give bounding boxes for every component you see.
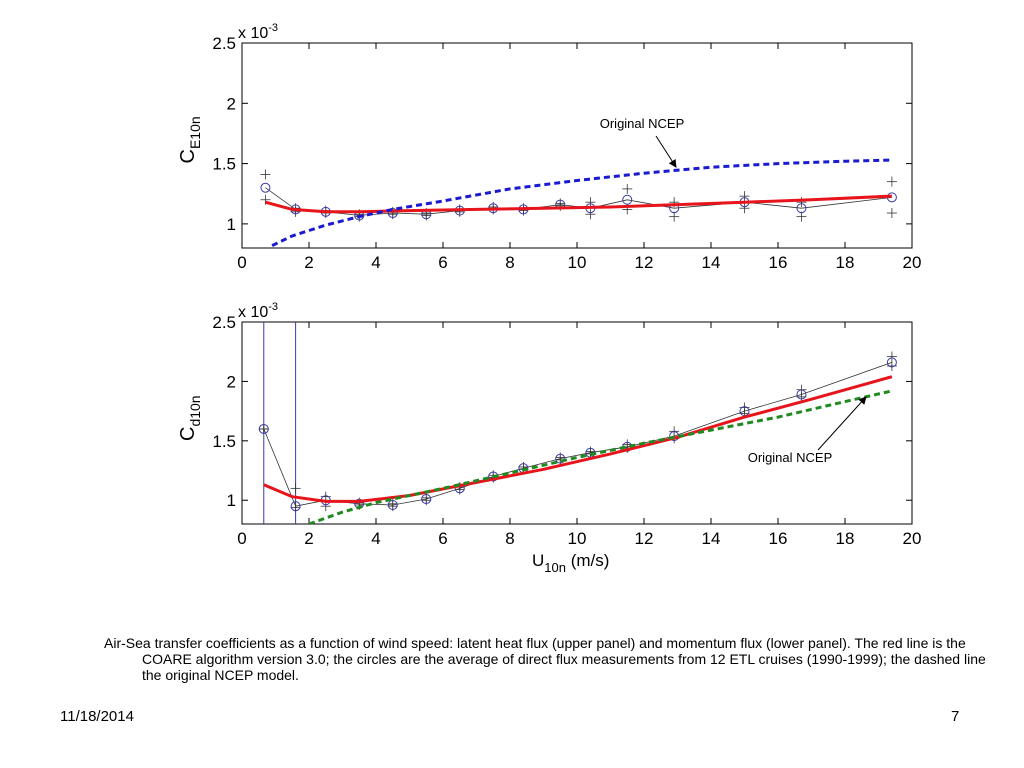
upper-x-tick-label: 0	[237, 253, 246, 272]
lower-measurement-circle	[796, 389, 807, 400]
upper-annotation-label: Original NCEP	[600, 116, 685, 131]
lower-measurement-circle	[886, 357, 897, 368]
lower-x-tick-label: 0	[237, 529, 246, 548]
lower-measurement-circle	[290, 501, 301, 512]
lower-y-tick-label: 1	[227, 491, 236, 510]
lower-x-tick-label: 20	[903, 529, 922, 548]
upper-measurement-circle	[387, 208, 398, 219]
lower-measurement-circle	[387, 499, 398, 510]
upper-plot-area	[260, 158, 897, 247]
lower-x-tick-label: 16	[769, 529, 788, 548]
lower-x-tick-label: 8	[505, 529, 514, 548]
lower-plot-area	[258, 322, 897, 524]
lower-panel: 0 2 4 6 8 10 12 14 16 18 20 1 1.5 2 2.5x 10-3 Cd10n U10n…	[177, 301, 921, 575]
lower-y-tick-label: 1.5	[212, 432, 236, 451]
lower-scale-factor: x 10-3	[238, 301, 278, 321]
upper-y-tick-label: 2.5	[212, 34, 236, 53]
lower-y-axis-label-subscript: d10n	[187, 395, 203, 426]
lower-measurement-circle	[454, 483, 465, 494]
upper-x-tick-label: 16	[769, 253, 788, 272]
upper-x-tick-label: 14	[702, 253, 721, 272]
upper-ncep-dashed-line	[271, 158, 892, 247]
upper-measurement-circle	[796, 203, 807, 214]
upper-y-axis-label-subscript: E10n	[187, 116, 203, 149]
footer-date: 11/18/2014	[60, 708, 134, 725]
lower-x-tick-label: 12	[635, 529, 654, 548]
upper-x-tick-label: 18	[836, 253, 855, 272]
upper-coare-line	[265, 194, 892, 214]
lower-x-tick-label: 10	[568, 529, 587, 548]
upper-scale-factor: x 10-3	[238, 22, 278, 42]
upper-plot-frame	[241, 42, 913, 249]
lower-y-tick-label: 2	[227, 372, 236, 391]
lower-x-tick-label: 14	[702, 529, 721, 548]
upper-y-tick-label: 1	[227, 215, 236, 234]
lower-ncep-dashed-line	[308, 389, 893, 524]
upper-y-axis-label: CE10n	[177, 116, 203, 163]
lower-measurement-circle	[555, 453, 566, 464]
lower-x-axis-label-subscript: 10n	[544, 560, 566, 575]
lower-scale-exponent: -3	[268, 301, 278, 313]
upper-x-tick-label: 10	[568, 253, 587, 272]
lower-x-tick-label: 4	[371, 529, 380, 548]
upper-x-tick-label: 4	[371, 253, 380, 272]
lower-x-tick-label: 2	[304, 529, 313, 548]
lower-y-tick-label: 2.5	[212, 313, 236, 332]
lower-y-axis-label: Cd10n	[177, 395, 203, 441]
upper-x-tick-label: 12	[635, 253, 654, 272]
upper-x-tick-label: 6	[438, 253, 447, 272]
upper-measurement-circle	[622, 194, 633, 205]
lower-x-tick-label: 6	[438, 529, 447, 548]
lower-measurement-line	[263, 362, 893, 507]
upper-annotation-arrow	[655, 135, 677, 168]
upper-x-tick-label: 8	[505, 253, 514, 272]
lower-coare-line	[263, 375, 893, 503]
upper-x-tick-label: 2	[304, 253, 313, 272]
upper-measurement-circle	[260, 182, 271, 193]
lower-x-axis-unit: (m/s)	[566, 551, 609, 570]
page-number: 7	[951, 708, 960, 725]
upper-y-tick-label: 1.5	[212, 155, 236, 174]
upper-x-tick-label: 20	[903, 253, 922, 272]
upper-panel: 0 2 4 6 8 10 12 14 16 18 20 1 1.5 2 2.5x 10-3 CE10n Orig…	[177, 22, 921, 272]
lower-x-axis-label: U10n (m/s)	[532, 551, 609, 575]
lower-measurement-circle	[421, 494, 432, 505]
figure-caption: Air-Sea transfer coefficients as a funct…	[104, 635, 986, 683]
lower-plot-frame	[241, 321, 913, 525]
lower-annotation-arrow	[817, 396, 867, 451]
lower-annotation-label: Original NCEP	[748, 450, 833, 465]
lower-x-tick-label: 18	[836, 529, 855, 548]
upper-y-tick-label: 2	[227, 94, 236, 113]
lower-measurement-circle	[258, 423, 269, 434]
upper-scale-exponent: -3	[268, 22, 278, 34]
